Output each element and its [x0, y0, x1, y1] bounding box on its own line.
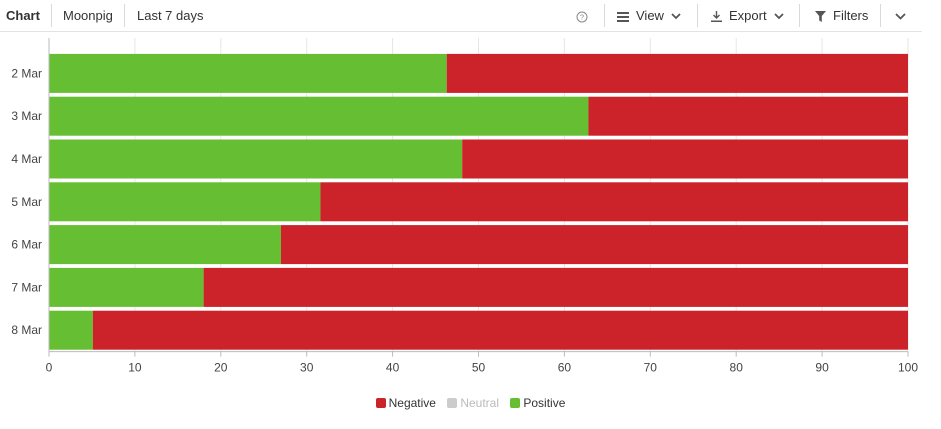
x-tick-label: 20 [214, 361, 228, 375]
help-icon[interactable]: ? [576, 0, 588, 31]
export-label: Export [729, 8, 767, 23]
y-tick-label: 2 Mar [11, 66, 42, 80]
bar-positive [49, 96, 589, 136]
brand-selector[interactable]: Moonpig [63, 8, 113, 23]
bar-negative [320, 182, 909, 222]
toolbar-divider [799, 4, 800, 27]
bar-positive [49, 225, 281, 265]
list-icon [617, 11, 629, 22]
y-tick-label: 3 Mar [11, 109, 42, 123]
view-label: View [636, 8, 664, 23]
legend-label-positive: Positive [523, 396, 566, 410]
toolbar-divider [51, 4, 52, 27]
filters-label: Filters [833, 8, 869, 23]
x-tick-label: 10 [128, 361, 142, 375]
svg-text:?: ? [580, 12, 584, 21]
chart-toolbar: Chart Moonpig Last 7 days ? View Export … [0, 0, 922, 32]
x-tick-label: 90 [815, 361, 829, 375]
date-range-selector[interactable]: Last 7 days [137, 8, 204, 23]
chevron-down-icon [895, 13, 906, 20]
chevron-down-icon [671, 13, 681, 20]
bar-positive [49, 267, 204, 307]
export-button[interactable]: Export [711, 0, 784, 31]
x-tick-label: 40 [386, 361, 400, 375]
bar-negative [203, 267, 908, 307]
chart-tab[interactable]: Chart [6, 8, 40, 23]
bar-positive [49, 139, 463, 179]
x-tick-label: 30 [300, 361, 314, 375]
filters-button[interactable]: Filters [815, 0, 868, 31]
x-tick-label: 60 [558, 361, 572, 375]
x-tick-label: 100 [898, 361, 918, 375]
more-options-button[interactable] [895, 0, 906, 31]
bar-negative [280, 225, 908, 265]
bar-positive [49, 310, 93, 350]
legend-label-negative: Negative [388, 396, 436, 410]
sentiment-bar-chart: 0 10 20 30 40 50 60 70 80 90 100 2 Mar 3 Mar 4 Mar 5 M… [11, 38, 918, 375]
bars [49, 53, 909, 350]
legend-label-neutral: Neutral [460, 396, 500, 410]
view-button[interactable]: View [617, 0, 681, 31]
legend-swatch-neutral [447, 398, 458, 408]
y-tick-label: 7 Mar [11, 280, 42, 294]
axes: 0 10 20 30 40 50 60 70 80 90 100 2 Mar 3 Mar 4 Mar 5 M… [11, 38, 918, 375]
legend-item-negative[interactable]: Negative [375, 396, 436, 410]
x-tick-label: 50 [472, 361, 486, 375]
bar-positive [49, 182, 321, 222]
x-tick-label: 80 [730, 361, 744, 375]
bar-negative [588, 96, 908, 136]
y-tick-label: 8 Mar [11, 323, 42, 337]
legend-item-positive[interactable]: Positive [510, 396, 565, 410]
chart-legend: Negative Neutral Positive [0, 396, 941, 410]
chevron-down-icon [773, 13, 784, 20]
bar-negative [446, 53, 908, 93]
bar-negative [92, 310, 908, 350]
x-tick-label: 0 [46, 361, 53, 375]
bar-positive [49, 53, 447, 93]
x-tick-label: 70 [644, 361, 658, 375]
y-tick-label: 5 Mar [11, 195, 42, 209]
y-tick-label: 6 Mar [11, 238, 42, 252]
legend-swatch-negative [375, 398, 386, 408]
toolbar-divider [604, 4, 605, 27]
legend-item-neutral[interactable]: Neutral [447, 396, 499, 410]
toolbar-divider [697, 4, 698, 27]
download-icon [711, 11, 722, 23]
toolbar-divider [124, 4, 125, 27]
funnel-icon [815, 11, 826, 23]
toolbar-divider [880, 4, 881, 27]
legend-swatch-positive [510, 398, 521, 408]
y-tick-label: 4 Mar [11, 152, 42, 166]
bar-negative [462, 139, 908, 179]
